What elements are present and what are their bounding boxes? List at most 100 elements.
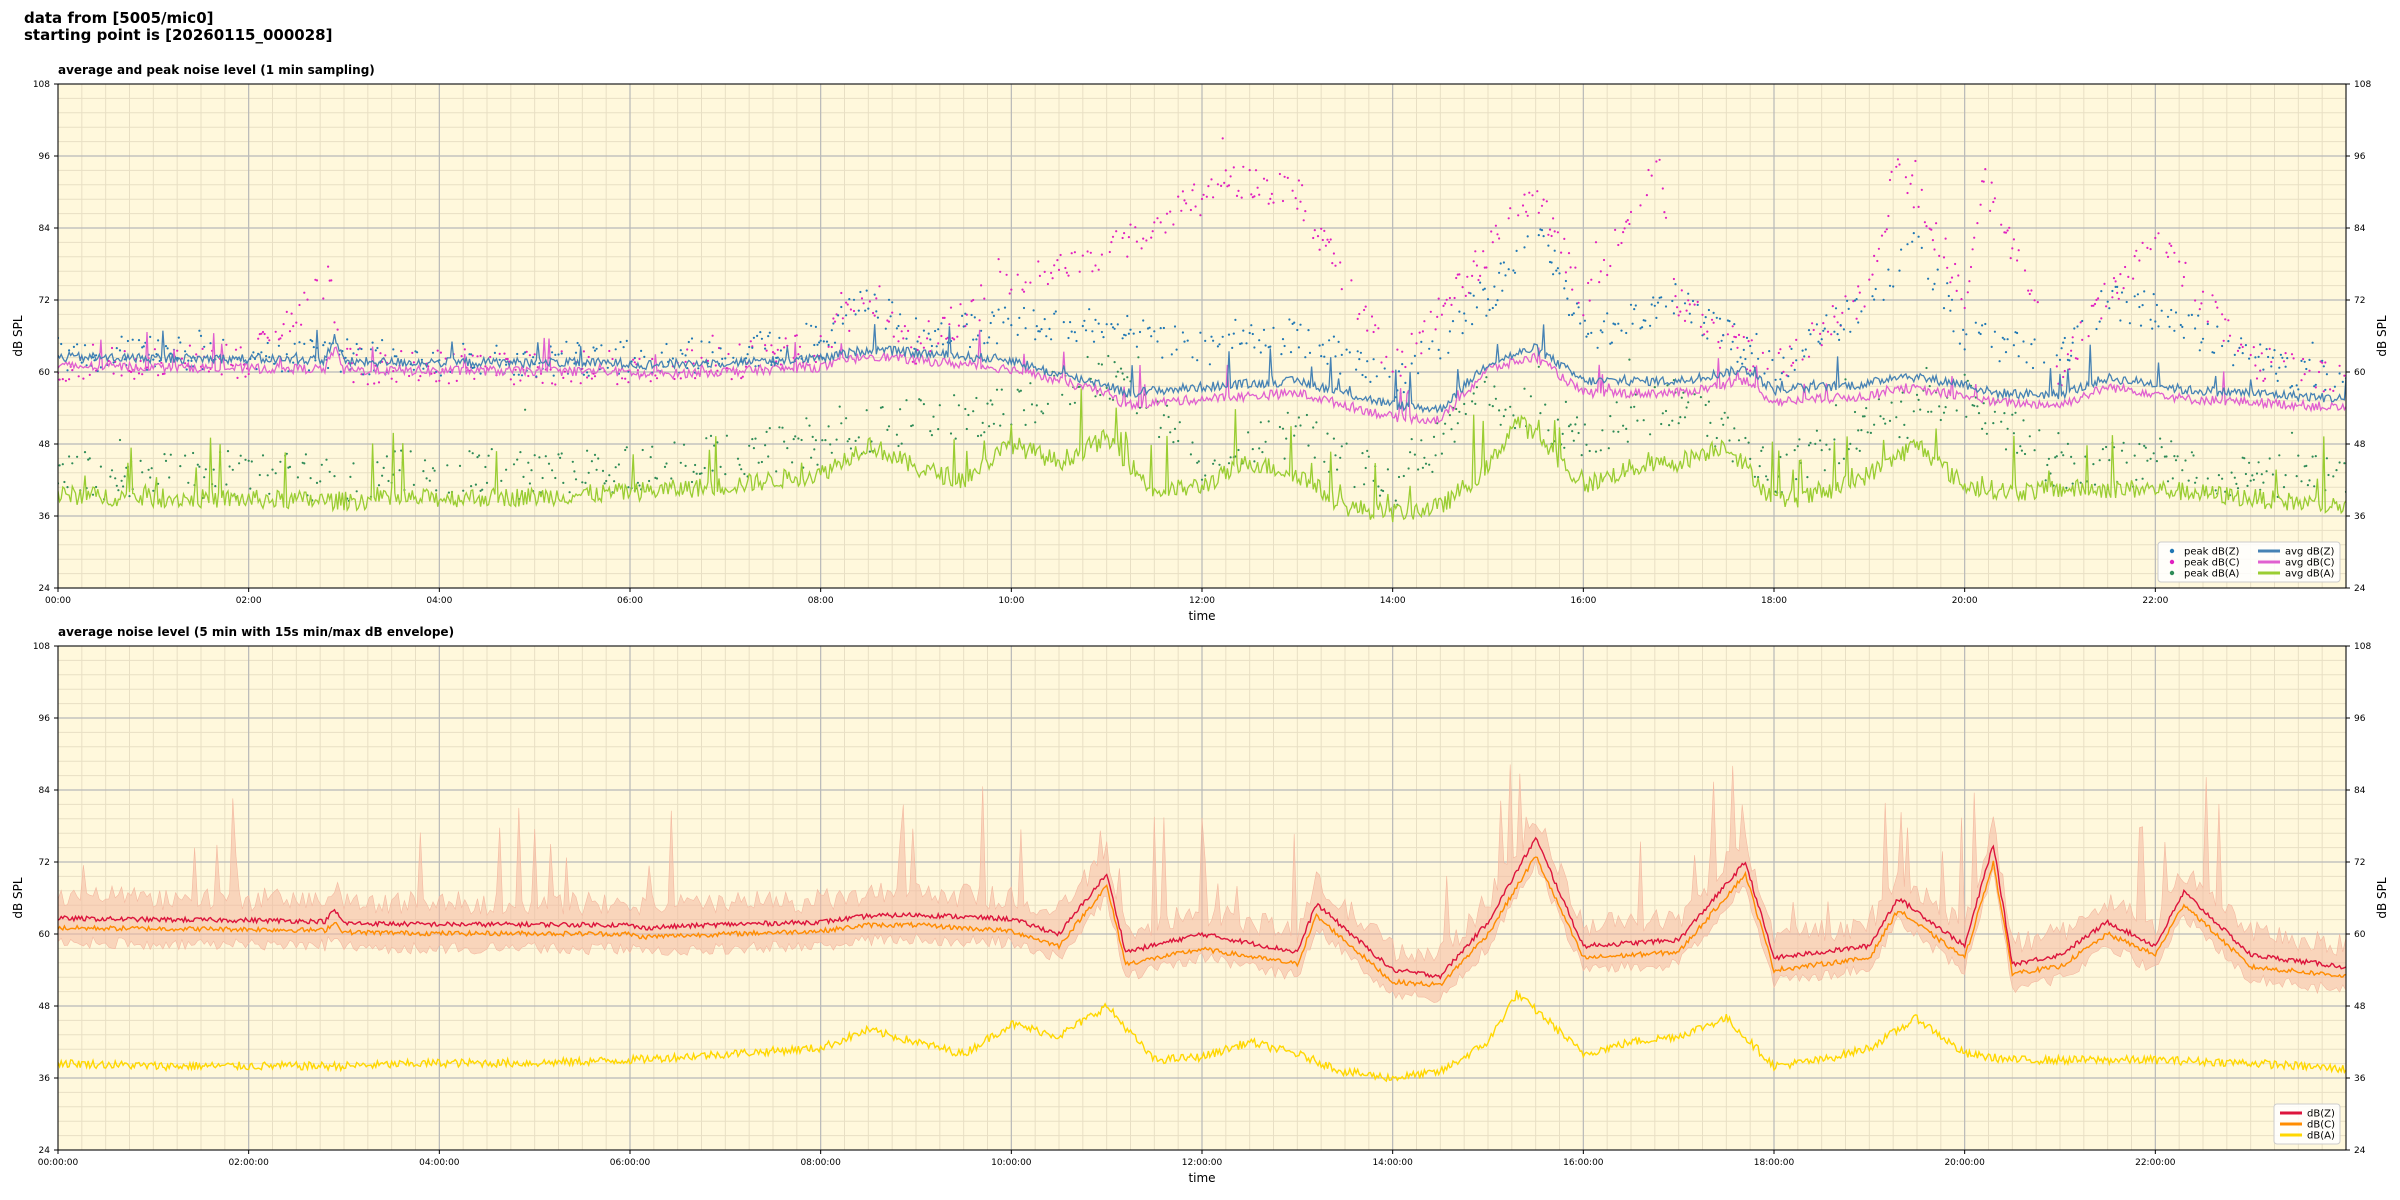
peak-point xyxy=(1892,285,1895,288)
peak-point xyxy=(312,346,315,349)
peak-point xyxy=(1587,332,1590,335)
peak-point xyxy=(582,373,586,376)
peak-point xyxy=(1483,380,1486,383)
peak-point xyxy=(2122,441,2125,444)
peak-point xyxy=(177,336,180,339)
peak-point xyxy=(1846,299,1849,302)
peak-point xyxy=(295,321,298,324)
peak-point xyxy=(2149,318,2152,321)
peak-point xyxy=(1421,466,1424,469)
peak-point xyxy=(641,448,644,452)
peak-point xyxy=(247,459,250,462)
peak-point xyxy=(1326,238,1329,241)
peak-point xyxy=(1920,188,1923,191)
peak-point xyxy=(2138,305,2141,309)
peak-point xyxy=(1876,259,1879,263)
peak-point xyxy=(149,476,152,479)
peak-point xyxy=(1318,344,1321,347)
y-tick-label: 96 xyxy=(39,714,51,724)
peak-point xyxy=(1191,441,1194,444)
peak-point xyxy=(266,336,269,339)
peak-point xyxy=(435,380,438,383)
peak-point xyxy=(1737,333,1741,336)
peak-point xyxy=(1623,227,1626,230)
peak-point xyxy=(1679,416,1682,419)
peak-point xyxy=(1165,404,1169,407)
peak-point xyxy=(2060,451,2063,454)
peak-point xyxy=(203,476,206,479)
peak-point xyxy=(1567,313,1571,317)
peak-point xyxy=(752,336,756,339)
peak-point xyxy=(980,434,983,437)
peak-point xyxy=(752,447,756,450)
peak-point xyxy=(940,322,943,325)
peak-point xyxy=(845,417,848,420)
peak-point xyxy=(900,330,903,333)
peak-point xyxy=(1326,362,1329,365)
peak-point xyxy=(1410,362,1413,365)
peak-point xyxy=(1461,332,1464,335)
peak-point xyxy=(2105,305,2108,308)
peak-point xyxy=(1900,248,1903,251)
peak-point xyxy=(1123,378,1126,381)
peak-point xyxy=(1485,314,1488,317)
peak-point xyxy=(859,290,862,294)
peak-point xyxy=(776,348,779,351)
peak-point xyxy=(1517,214,1520,217)
peak-point xyxy=(1974,396,1977,399)
peak-point xyxy=(1930,228,1933,231)
peak-point xyxy=(2306,484,2309,487)
peak-point xyxy=(2060,347,2063,350)
peak-point xyxy=(574,478,578,481)
peak-point xyxy=(2071,336,2074,339)
peak-point xyxy=(220,373,223,376)
peak-point xyxy=(1040,328,1043,331)
peak-point xyxy=(2116,285,2119,288)
peak-point xyxy=(498,358,501,361)
peak-point xyxy=(1402,391,1405,394)
peak-point xyxy=(479,489,482,492)
peak-point xyxy=(336,328,339,331)
peak-point xyxy=(436,349,439,352)
peak-point xyxy=(1345,442,1348,445)
peak-point xyxy=(1617,430,1620,433)
peak-point xyxy=(1857,321,1860,324)
peak-point xyxy=(1232,332,1235,335)
peak-point xyxy=(1683,319,1687,322)
peak-point xyxy=(1564,279,1567,283)
peak-point xyxy=(2114,285,2117,288)
peak-point xyxy=(1420,340,1423,343)
peak-point xyxy=(2246,484,2249,487)
peak-point xyxy=(972,410,975,413)
peak-point xyxy=(638,484,641,487)
legend: dB(Z)dB(C)dB(A) xyxy=(2273,1103,2341,1145)
peak-point xyxy=(1645,194,1648,197)
peak-point xyxy=(130,370,133,374)
peak-point xyxy=(1785,453,1788,456)
peak-point xyxy=(1976,222,1979,225)
peak-point xyxy=(824,439,827,442)
peak-point xyxy=(2240,337,2243,340)
peak-point xyxy=(748,345,751,349)
peak-point xyxy=(686,348,689,351)
peak-point xyxy=(2000,420,2003,423)
peak-point xyxy=(595,347,598,350)
peak-point xyxy=(978,319,981,322)
peak-point xyxy=(1895,165,1898,168)
peak-point xyxy=(1831,305,1834,308)
peak-point xyxy=(814,439,818,442)
peak-point xyxy=(1299,323,1302,326)
peak-point xyxy=(786,447,789,450)
peak-point xyxy=(1078,270,1081,273)
peak-point xyxy=(1720,417,1723,420)
peak-point xyxy=(2028,435,2031,438)
peak-point xyxy=(1304,210,1307,213)
peak-point xyxy=(848,437,851,441)
peak-point xyxy=(1558,272,1561,275)
peak-point xyxy=(228,465,231,468)
peak-point xyxy=(584,481,587,484)
peak-point xyxy=(2236,349,2240,352)
peak-point xyxy=(277,344,280,347)
peak-point xyxy=(2300,359,2303,362)
peak-point xyxy=(740,377,743,380)
